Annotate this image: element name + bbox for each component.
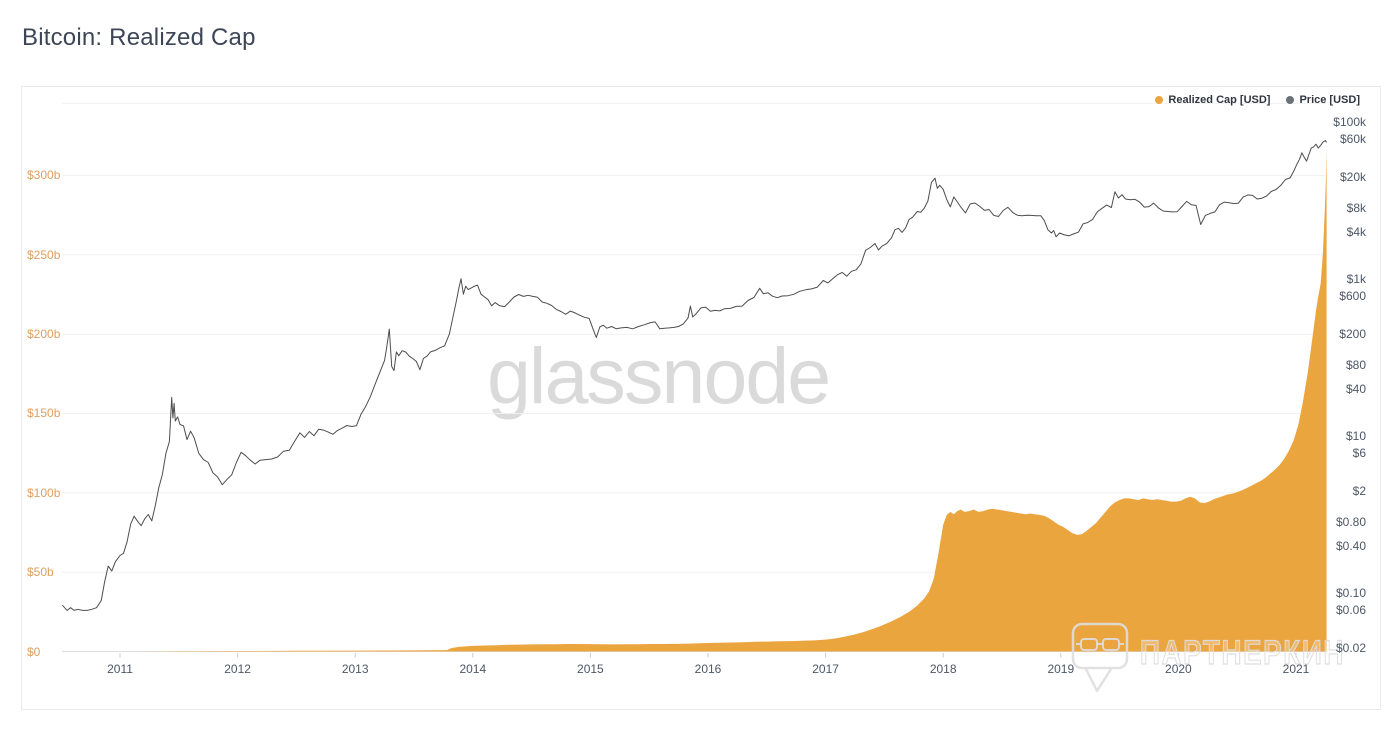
glassnode-watermark: glassnode <box>487 331 831 420</box>
legend-label-realized-cap: Realized Cap [USD] <box>1168 94 1271 106</box>
partnerkin-badge-icon <box>1071 622 1129 670</box>
chart-legend: Realized Cap [USD] Price [USD] <box>1155 94 1360 106</box>
legend-item-price[interactable]: Price [USD] <box>1286 94 1360 106</box>
realized-cap-legend-dot <box>1155 96 1164 104</box>
price-line <box>62 140 1328 611</box>
legend-label-price: Price [USD] <box>1299 94 1360 106</box>
partnerkin-watermark-text: ПАРТНЕРКИН <box>1140 634 1345 672</box>
realized-cap-area <box>62 148 1327 652</box>
legend-item-realized-cap[interactable]: Realized Cap [USD] <box>1155 94 1270 106</box>
price-legend-dot <box>1286 96 1295 104</box>
page-title: Bitcoin: Realized Cap <box>22 24 256 51</box>
badge-pointer-icon <box>1084 668 1113 693</box>
